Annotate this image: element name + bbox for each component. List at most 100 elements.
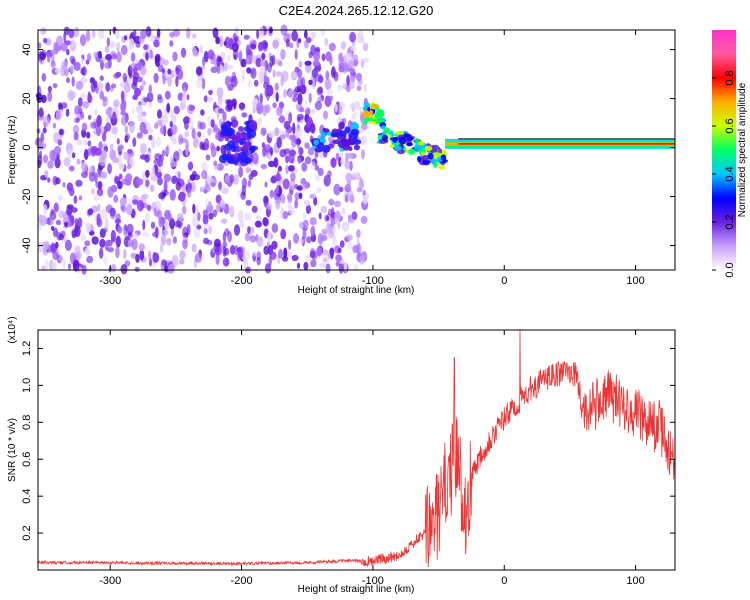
heatmap-cell	[119, 197, 127, 207]
heatmap-cell	[356, 187, 363, 193]
heatmap-cell	[71, 207, 78, 213]
heatmap-cell	[192, 215, 199, 227]
heatmap-cell	[99, 90, 105, 100]
heatmap-cell	[350, 68, 356, 76]
heatmap-cell	[40, 94, 47, 104]
heatmap-cell	[370, 103, 379, 109]
heatmap-cell	[227, 140, 236, 149]
heatmap-cell	[105, 108, 112, 116]
heatmap-cell	[73, 195, 78, 204]
heatmap-cell	[382, 134, 388, 142]
heatmap-cell	[362, 42, 369, 52]
heatmap-cell	[76, 158, 81, 165]
heatmap-cell	[81, 166, 85, 173]
heatmap-cell	[341, 207, 346, 215]
heatmap-cell	[44, 240, 50, 249]
heatmap-cell	[250, 146, 256, 153]
heatmap-cell	[87, 140, 92, 147]
heatmap-cell	[395, 130, 405, 135]
heatmap-cell	[156, 28, 161, 38]
heatmap-cell	[291, 71, 297, 80]
heatmap-cell	[173, 105, 180, 115]
heatmap-cell	[161, 229, 169, 236]
heatmap-cell	[210, 142, 215, 151]
heatmap-cell	[77, 97, 83, 107]
spectrogram-x-axis-label: Height of straight line (km)	[298, 285, 415, 296]
heatmap-cell	[50, 60, 56, 68]
heatmap-cell	[313, 196, 318, 206]
heatmap-cell	[333, 183, 341, 196]
heatmap-cell	[222, 232, 227, 243]
heatmap-cell	[238, 125, 244, 132]
heatmap-cell	[54, 67, 61, 74]
heatmap-cell	[331, 206, 335, 219]
heatmap-cell	[287, 192, 292, 201]
heatmap-cell	[313, 51, 321, 62]
heatmap-cell	[304, 100, 308, 111]
heatmap-cell	[62, 258, 66, 269]
heatmap-cell	[117, 145, 123, 153]
heatmap-cell	[414, 137, 420, 145]
heatmap-cell	[142, 80, 147, 86]
heatmap-cell	[362, 106, 368, 111]
heatmap-cell	[406, 142, 413, 147]
heatmap-cell	[121, 44, 128, 56]
heatmap-cell	[127, 148, 133, 154]
heatmap-cell	[179, 258, 185, 265]
heatmap-cell	[212, 178, 217, 184]
heatmap-cell	[104, 217, 109, 229]
heatmap-cell	[63, 31, 67, 43]
heatmap-cell	[59, 128, 64, 135]
heatmap-cell	[347, 241, 353, 250]
heatmap-cell	[135, 253, 140, 263]
heatmap-cell	[138, 243, 146, 252]
heatmap-cell	[165, 144, 171, 155]
heatmap-cell	[143, 129, 149, 135]
heatmap-cell	[98, 50, 102, 59]
heatmap-cell	[282, 210, 288, 220]
heatmap-cell	[113, 73, 120, 79]
heatmap-cell	[177, 92, 184, 101]
heatmap-cell	[335, 254, 342, 262]
heatmap-cell	[345, 172, 353, 182]
heatmap-cell	[255, 215, 262, 221]
spectrogram-x-ticks: -300 -200 -100 0 100	[99, 30, 645, 287]
heatmap-cell	[280, 48, 286, 60]
heatmap-cell	[252, 56, 256, 63]
heatmap-cell	[431, 152, 442, 158]
heatmap-cell	[259, 93, 263, 104]
heatmap-cell	[271, 54, 276, 66]
heatmap-cell	[182, 205, 187, 215]
heatmap-cell	[55, 110, 62, 121]
heatmap-cell	[283, 88, 288, 98]
heatmap-cell	[55, 241, 59, 249]
heatmap-cell	[325, 263, 331, 274]
heatmap-cell	[132, 137, 137, 148]
heatmap-cell	[310, 122, 316, 134]
heatmap-cell	[148, 84, 152, 94]
heatmap-cell	[320, 205, 328, 214]
heatmap-cell	[175, 181, 182, 191]
heatmap-cell	[148, 134, 153, 141]
heatmap-cell	[78, 195, 83, 201]
heatmap-cell	[282, 178, 290, 190]
heatmap-cell	[296, 77, 304, 90]
y-tick-label: 0.8	[21, 415, 33, 430]
heatmap-cell	[87, 114, 92, 120]
heatmap-cell	[47, 219, 54, 226]
heatmap-cell	[303, 200, 311, 207]
snr-y-axis-label: SNR (10 * v/v)	[7, 418, 18, 482]
heatmap-cell	[197, 131, 202, 138]
heatmap-cell	[226, 155, 234, 164]
heatmap-cell	[121, 115, 128, 126]
heatmap-cell	[176, 69, 184, 80]
heatmap-cell	[322, 110, 329, 120]
heatmap-cell	[438, 165, 446, 170]
heatmap-cell	[207, 128, 212, 136]
heatmap-cell	[356, 72, 362, 82]
y-tick-label: 40	[21, 43, 33, 55]
heatmap-cell	[140, 142, 147, 155]
heatmap-cell	[105, 239, 113, 247]
heatmap-cell	[134, 87, 141, 97]
heatmap-cell	[80, 76, 88, 84]
